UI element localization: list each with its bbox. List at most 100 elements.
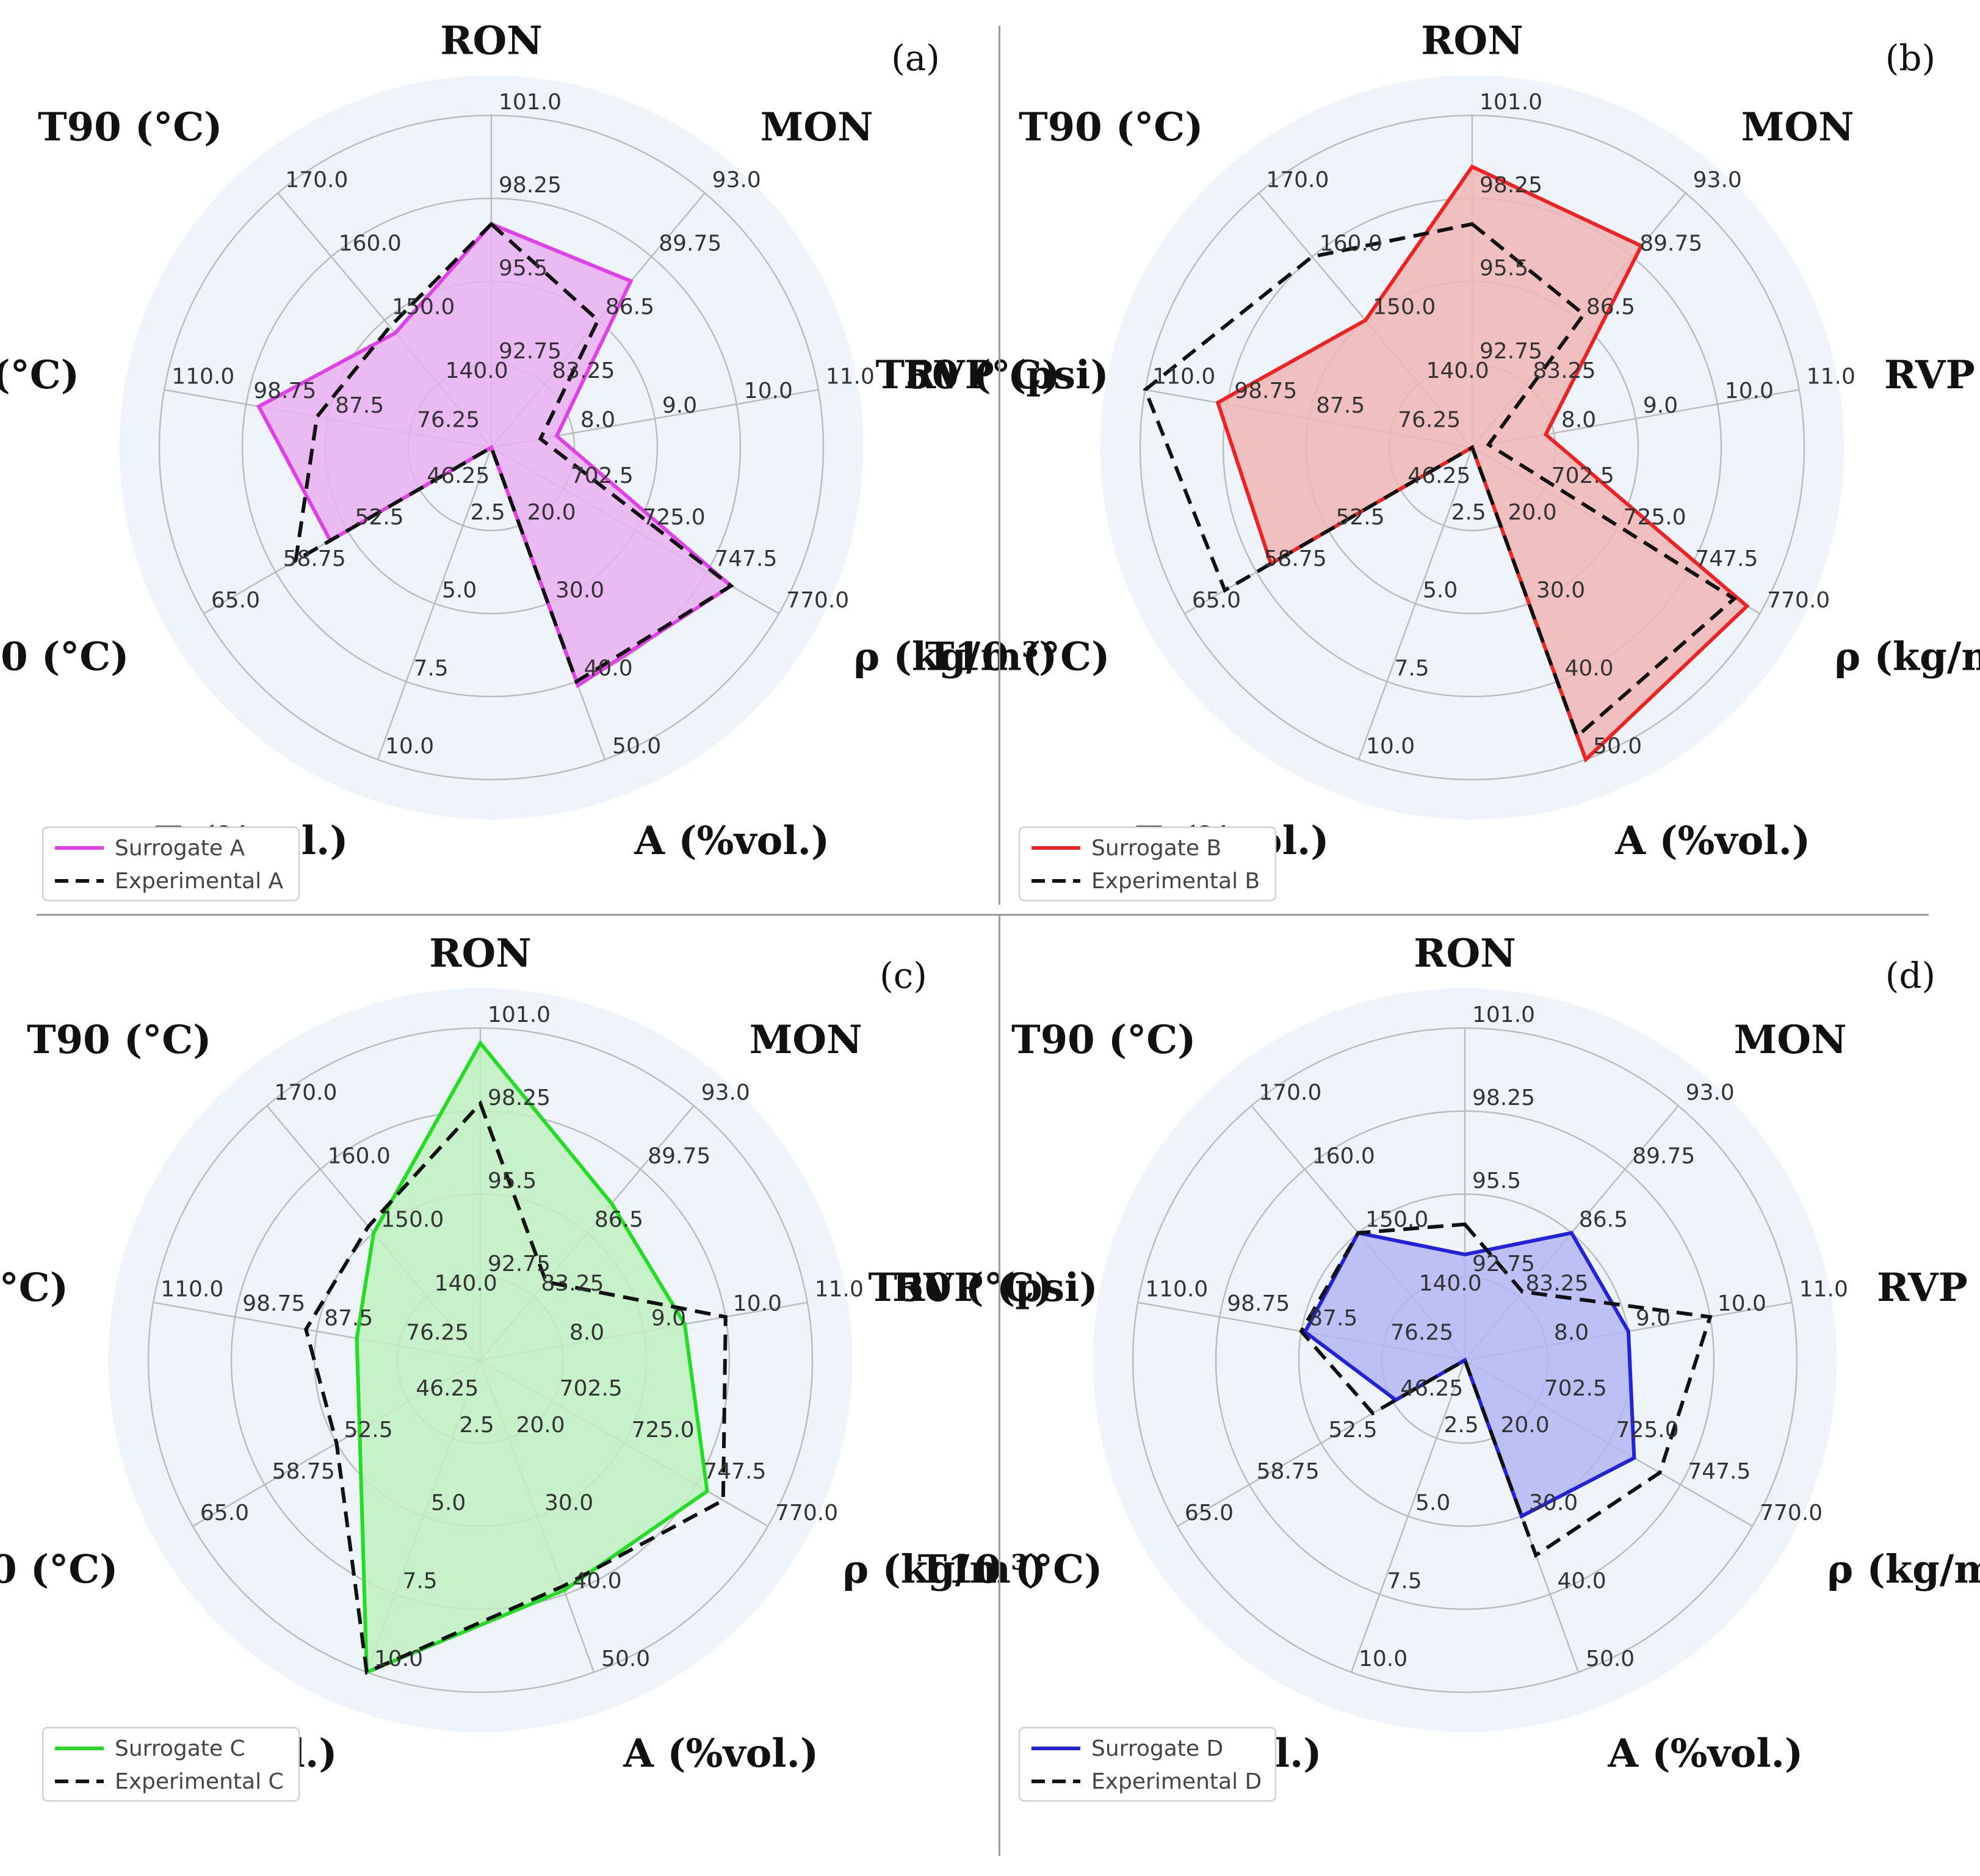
legend-label-experimental: Experimental D xyxy=(1091,1769,1262,1794)
tick-label-t90-c-4: 170.0 xyxy=(1259,1080,1321,1105)
series-line-experimental-a xyxy=(293,221,734,684)
legend-box xyxy=(1018,826,1277,902)
tick-label-rvp-psi-4: 11.0 xyxy=(815,1277,864,1302)
axis-title-kg-m: ρ (kg/m³) xyxy=(1827,1547,1980,1593)
series-line-surrogate-c xyxy=(355,1040,709,1675)
tick-label-t10-c-1: 46.25 xyxy=(416,1376,479,1401)
tick-label-t50-c-3: 98.75 xyxy=(1234,378,1297,404)
tick-label-mon-2: 86.5 xyxy=(605,295,654,320)
legend-box xyxy=(1018,1726,1277,1802)
tick-label-t10-c-3: 58.75 xyxy=(272,1459,335,1484)
axis-title-t50-c: T50 (°C) xyxy=(869,1265,1053,1311)
tick-label-t50-c-2: 87.5 xyxy=(1316,393,1365,418)
axis-title-t10-c: T10 (°C) xyxy=(925,634,1110,680)
vertical-divider-bottom xyxy=(999,916,1000,1856)
tick-label-mon-1: 83.25 xyxy=(552,358,615,383)
tick-label-t90-c-4: 170.0 xyxy=(274,1080,337,1105)
axis-title-ron: RON xyxy=(1414,930,1516,976)
tick-label-kg-m-4: 770.0 xyxy=(775,1501,838,1526)
panel-label: (d) xyxy=(1885,955,1935,996)
tick-label-mon-2: 86.5 xyxy=(1586,295,1635,320)
axis-title-t10-c: T10 (°C) xyxy=(0,1547,118,1593)
tick-label-a-vol-2: 30.0 xyxy=(1536,578,1585,603)
axis-title-mon: MON xyxy=(761,104,873,150)
panel-label: (a) xyxy=(891,37,940,79)
axis-title-ron: RON xyxy=(1421,18,1523,63)
tick-label-ron-4: 101.0 xyxy=(1480,90,1542,115)
tick-label-t90-c-1: 140.0 xyxy=(446,358,508,383)
tick-label-a-vol-1: 20.0 xyxy=(527,500,576,525)
tick-label-t10-c-2: 52.5 xyxy=(355,505,403,530)
radar-panel-2: 92.75 95.5 98.25 101.0 83.25 86.5 89.75 93.0 8.0… xyxy=(876,18,1980,902)
spoke-e-vol xyxy=(1357,447,1473,760)
tick-label-rvp-psi-4: 11.0 xyxy=(1799,1277,1848,1302)
tick-label-kg-m-4: 770.0 xyxy=(786,588,849,613)
tick-label-t10-c-3: 58.75 xyxy=(1257,1459,1320,1484)
axis-title-t10-c: T10 (°C) xyxy=(918,1547,1102,1593)
tick-label-rvp-psi-4: 11.0 xyxy=(1807,364,1855,389)
tick-label-rvp-psi-2: 9.0 xyxy=(651,1306,686,1331)
series-fill-surrogate-c xyxy=(356,1043,707,1673)
tick-label-e-vol-4: 10.0 xyxy=(1359,1646,1407,1671)
tick-label-ron-3: 98.25 xyxy=(488,1085,551,1110)
tick-label-a-vol-1: 20.0 xyxy=(1501,1413,1550,1438)
tick-label-a-vol-2: 30.0 xyxy=(1529,1491,1578,1516)
tick-label-e-vol-1: 2.5 xyxy=(459,1413,494,1438)
tick-label-ron-4: 101.0 xyxy=(488,1002,551,1027)
legend-label-experimental: Experimental C xyxy=(115,1769,284,1794)
radar-panel-1: 92.75 95.5 98.25 101.0 83.25 86.5 89.75 93.0 8.0… xyxy=(0,18,1109,902)
tick-label-e-vol-1: 2.5 xyxy=(470,500,505,525)
series-line-experimental-b xyxy=(1143,222,1738,740)
tick-label-e-vol-4: 10.0 xyxy=(374,1646,423,1671)
tick-label-mon-3: 89.75 xyxy=(1632,1143,1695,1168)
tick-label-t10-c-2: 52.5 xyxy=(1328,1418,1377,1443)
axis-title-a-vol: A (%vol.) xyxy=(623,1731,818,1776)
series-fill-surrogate-b xyxy=(1218,167,1747,760)
axis-title-a-vol: A (%vol.) xyxy=(1607,1731,1803,1776)
tick-label-a-vol-3: 40.0 xyxy=(1565,656,1614,681)
tick-label-rvp-psi-3: 10.0 xyxy=(1718,1291,1766,1316)
tick-label-t50-c-4: 110.0 xyxy=(172,364,234,389)
axis-title-rvp-psi: RVP (psi) xyxy=(892,1265,1098,1311)
tick-label-t90-c-4: 170.0 xyxy=(285,167,348,192)
tick-label-a-vol-2: 30.0 xyxy=(555,578,604,603)
tick-label-kg-m-2: 725.0 xyxy=(1616,1418,1679,1443)
tick-label-e-vol-1: 2.5 xyxy=(1451,500,1486,525)
tick-label-a-vol-4: 50.0 xyxy=(1593,734,1642,759)
tick-label-t90-c-2: 150.0 xyxy=(392,295,455,320)
tick-label-e-vol-3: 7.5 xyxy=(413,656,448,681)
axis-title-kg-m: ρ (kg/m³) xyxy=(854,634,1058,680)
axis-title-t90-c: T90 (°C) xyxy=(38,104,222,150)
legend-label-experimental: Experimental A xyxy=(115,869,284,894)
tick-label-t90-c-1: 140.0 xyxy=(435,1271,497,1296)
tick-label-e-vol-2: 5.0 xyxy=(442,578,477,603)
tick-label-kg-m-1: 702.5 xyxy=(1544,1376,1607,1401)
tick-label-ron-1: 92.75 xyxy=(1472,1251,1535,1277)
legend-label-surrogate: Surrogate B xyxy=(1091,836,1221,861)
tick-label-ron-4: 101.0 xyxy=(1472,1002,1535,1027)
legend: Surrogate D Experimental D xyxy=(1018,1726,1277,1802)
axis-title-a-vol: A (%vol.) xyxy=(1614,818,1810,864)
tick-label-kg-m-2: 725.0 xyxy=(1624,505,1686,530)
series-fill-surrogate-d xyxy=(1305,1233,1635,1516)
legend-box xyxy=(42,826,300,902)
tick-label-mon-3: 89.75 xyxy=(648,1143,710,1168)
tick-label-mon-1: 83.25 xyxy=(1533,358,1595,383)
radar-panel-4: 92.75 95.5 98.25 101.0 83.25 86.5 89.75 93.0 8.0… xyxy=(869,930,1980,1802)
tick-label-t10-c-2: 52.5 xyxy=(1335,505,1384,530)
tick-label-kg-m-1: 702.5 xyxy=(571,463,634,488)
tick-label-t90-c-1: 140.0 xyxy=(1419,1271,1482,1296)
axis-title-mon: MON xyxy=(1741,104,1854,150)
legend-label-surrogate: Surrogate C xyxy=(115,1736,245,1761)
tick-label-t50-c-3: 98.75 xyxy=(253,378,316,404)
tick-label-a-vol-4: 50.0 xyxy=(601,1646,650,1671)
legend-label-surrogate: Surrogate A xyxy=(115,836,245,861)
tick-label-rvp-psi-1: 8.0 xyxy=(1554,1320,1589,1345)
axis-title-rvp-psi: RVP (psi) xyxy=(903,352,1109,398)
panel-label: (c) xyxy=(880,955,927,996)
tick-label-rvp-psi-2: 9.0 xyxy=(1636,1306,1671,1331)
tick-label-t90-c-3: 160.0 xyxy=(1320,231,1382,256)
series-line-experimental-d xyxy=(1299,1222,1713,1559)
tick-label-ron-4: 101.0 xyxy=(499,90,562,115)
axis-title-kg-m: ρ (kg/m³) xyxy=(1835,634,1980,680)
